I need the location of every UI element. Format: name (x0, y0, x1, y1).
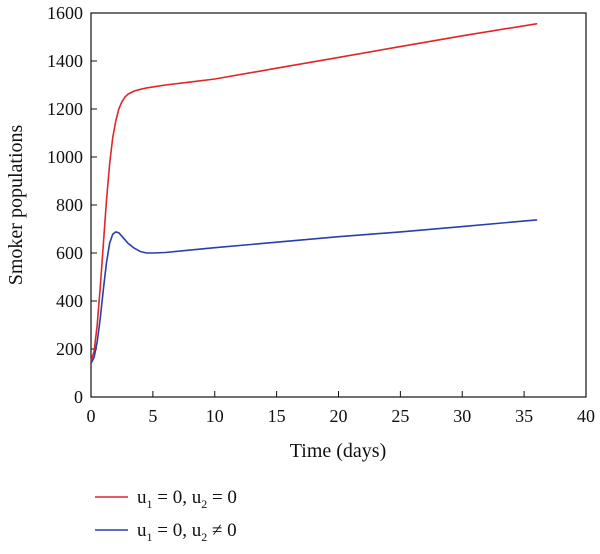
legend-label-part: = 0, u (153, 520, 202, 541)
legend-label-part: = 0 (207, 487, 237, 508)
y-tick-label: 0 (74, 387, 83, 407)
y-tick-label: 800 (56, 195, 83, 215)
x-tick-label: 10 (206, 406, 224, 426)
legend-label-part: u (137, 487, 147, 508)
series-layer (90, 22, 538, 365)
legend-label-part: 1 (147, 497, 153, 511)
plot-area-frame (90, 12, 587, 398)
series-line-1 (90, 22, 538, 362)
legend-label-part: u (137, 520, 147, 541)
series-line-2 (90, 219, 538, 365)
y-axis-title: Smoker populations (5, 125, 27, 286)
x-tick-label: 20 (330, 406, 348, 426)
x-tick-label: 0 (87, 406, 96, 426)
y-tick-label: 600 (56, 243, 83, 263)
legend-label-part: = 0, u (153, 487, 202, 508)
legend-label-1: u1 = 0, u2 = 0 (137, 487, 237, 511)
legend-label-part: 2 (201, 497, 207, 511)
y-axis: 0 200 400 600 800 1000 1200 1400 1600 (47, 3, 97, 407)
y-tick-label: 1200 (47, 99, 83, 119)
y-tick-label: 200 (56, 339, 83, 359)
x-tick-label: 25 (391, 406, 409, 426)
legend-label-part: ≠ 0 (207, 520, 236, 541)
legend: u1 = 0, u2 = 0u1 = 0, u2 ≠ 0 (95, 487, 237, 544)
x-tick-label: 35 (515, 406, 533, 426)
y-tick-label: 1000 (47, 147, 83, 167)
y-tick-label: 400 (56, 291, 83, 311)
y-tick-label: 1400 (47, 51, 83, 71)
x-tick-label: 30 (453, 406, 471, 426)
x-tick-label: 40 (577, 406, 595, 426)
x-axis: 0 5 10 15 20 25 30 35 40 (87, 391, 595, 426)
legend-label-part: 1 (147, 530, 153, 544)
x-tick-label: 15 (268, 406, 286, 426)
x-tick-label: 5 (148, 406, 157, 426)
legend-label-2: u1 = 0, u2 ≠ 0 (137, 520, 237, 544)
x-axis-title: Time (days) (290, 440, 386, 462)
y-tick-label: 1600 (47, 3, 83, 23)
legend-label-part: 2 (201, 530, 207, 544)
